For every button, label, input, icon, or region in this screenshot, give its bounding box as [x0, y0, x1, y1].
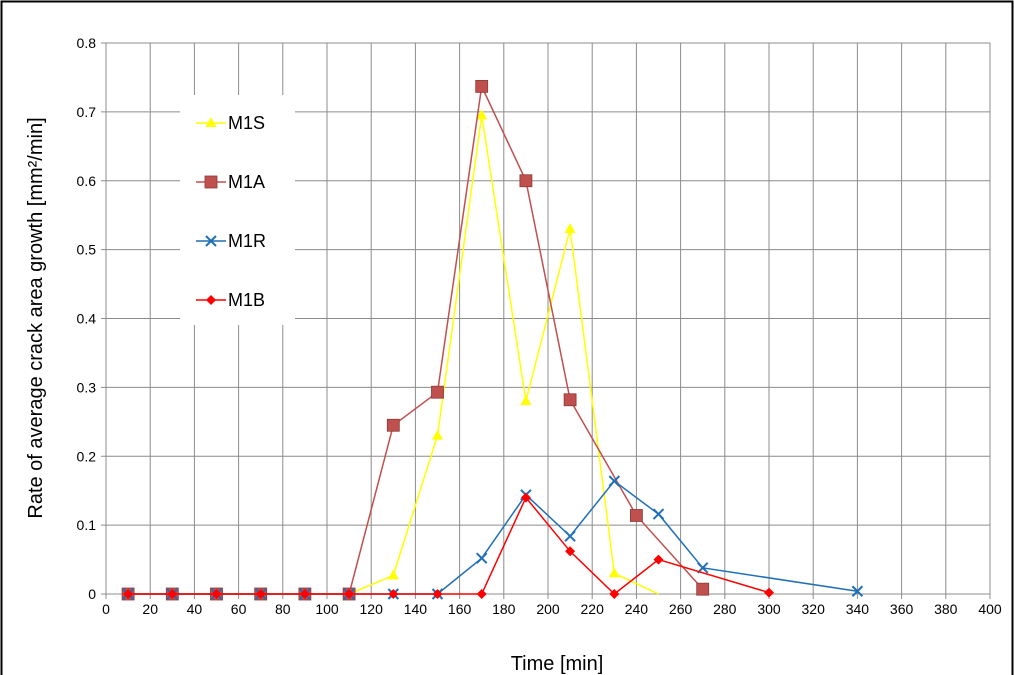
legend-background	[180, 95, 295, 325]
data-point-m1a	[475, 79, 489, 93]
y-axis-title: Rate of average crack area growth [mm²/m…	[25, 117, 47, 518]
data-point-m1b	[609, 589, 620, 599]
x-tick-label: 320	[802, 601, 826, 617]
legend-label-m1a: M1A	[228, 172, 265, 192]
x-tick-label: 160	[448, 601, 472, 617]
legend-label-m1r: M1R	[228, 231, 266, 251]
legend-marker-m1s	[205, 117, 217, 127]
data-point-m1b	[211, 589, 222, 599]
data-point-m1s	[387, 569, 399, 580]
y-tick-label: 0.8	[77, 35, 97, 51]
data-point-m1r	[851, 585, 864, 597]
x-tick-label: 120	[360, 601, 384, 617]
x-tick-label: 180	[492, 601, 516, 617]
data-point-m1a	[386, 418, 400, 432]
y-tick-label: 0	[88, 586, 96, 602]
legend-marker-m1b	[206, 295, 216, 305]
legend-label-m1s: M1S	[228, 113, 265, 133]
y-tick-label: 0.4	[77, 311, 97, 327]
data-point-m1r	[564, 530, 576, 542]
x-tick-label: 60	[231, 601, 247, 617]
data-point-m1b	[255, 589, 266, 599]
x-tick-label: 220	[581, 601, 605, 617]
data-point-m1a	[563, 393, 577, 407]
data-point-m1s	[432, 429, 443, 440]
x-tick-label: 300	[757, 601, 781, 617]
x-axis-title: Time [min]	[511, 653, 604, 675]
legend-label-m1b: M1B	[228, 290, 265, 310]
y-tick-label: 0.2	[77, 448, 97, 464]
x-tick-label: 360	[890, 601, 914, 617]
x-tick-label: 20	[142, 601, 158, 617]
x-tick-label: 340	[846, 601, 870, 617]
data-point-m1b	[388, 589, 399, 599]
data-point-m1a	[431, 385, 444, 399]
data-point-m1s	[476, 109, 488, 120]
x-tick-label: 80	[275, 601, 291, 617]
x-tick-label: 40	[187, 601, 203, 617]
x-tick-label: 200	[536, 601, 560, 617]
data-point-m1b	[123, 589, 134, 599]
data-point-m1a	[696, 582, 710, 596]
x-tick-label: 380	[934, 601, 958, 617]
data-point-m1b	[653, 554, 664, 565]
x-tick-label: 280	[713, 601, 737, 617]
data-point-m1b	[167, 589, 178, 599]
y-tick-label: 0.5	[77, 242, 97, 258]
data-point-m1b	[299, 589, 310, 599]
data-point-m1r	[652, 508, 665, 520]
y-tick-label: 0.1	[77, 517, 97, 533]
data-point-m1s	[520, 395, 532, 406]
series-line-m1b	[128, 496, 770, 595]
data-point-m1s	[564, 222, 576, 233]
y-tick-label: 0.3	[77, 379, 97, 395]
x-tick-label: 0	[102, 601, 110, 617]
x-tick-label: 260	[669, 601, 693, 617]
x-tick-label: 400	[978, 601, 1002, 617]
data-point-m1b	[432, 589, 443, 599]
x-tick-label: 140	[404, 601, 428, 617]
data-point-m1a	[519, 174, 533, 188]
x-tick-label: 100	[315, 601, 339, 617]
data-point-m1b	[520, 492, 531, 503]
y-tick-label: 0.6	[77, 173, 97, 189]
data-point-m1a	[630, 509, 643, 522]
data-point-m1s	[608, 567, 620, 578]
series-group	[121, 79, 864, 601]
y-tick-label: 0.7	[77, 104, 97, 120]
data-point-m1r	[608, 475, 621, 487]
legend-marker-m1a	[204, 175, 218, 189]
data-point-m1b	[344, 589, 355, 599]
legend-marker-m1r	[205, 235, 217, 247]
data-point-m1r	[475, 552, 488, 564]
data-point-m1b	[764, 587, 774, 598]
series-m1b	[123, 492, 774, 599]
x-tick-label: 240	[625, 601, 649, 617]
data-point-m1b	[476, 589, 487, 599]
legend: M1S M1A M1R M1B	[180, 95, 295, 325]
data-point-m1b	[565, 546, 576, 557]
